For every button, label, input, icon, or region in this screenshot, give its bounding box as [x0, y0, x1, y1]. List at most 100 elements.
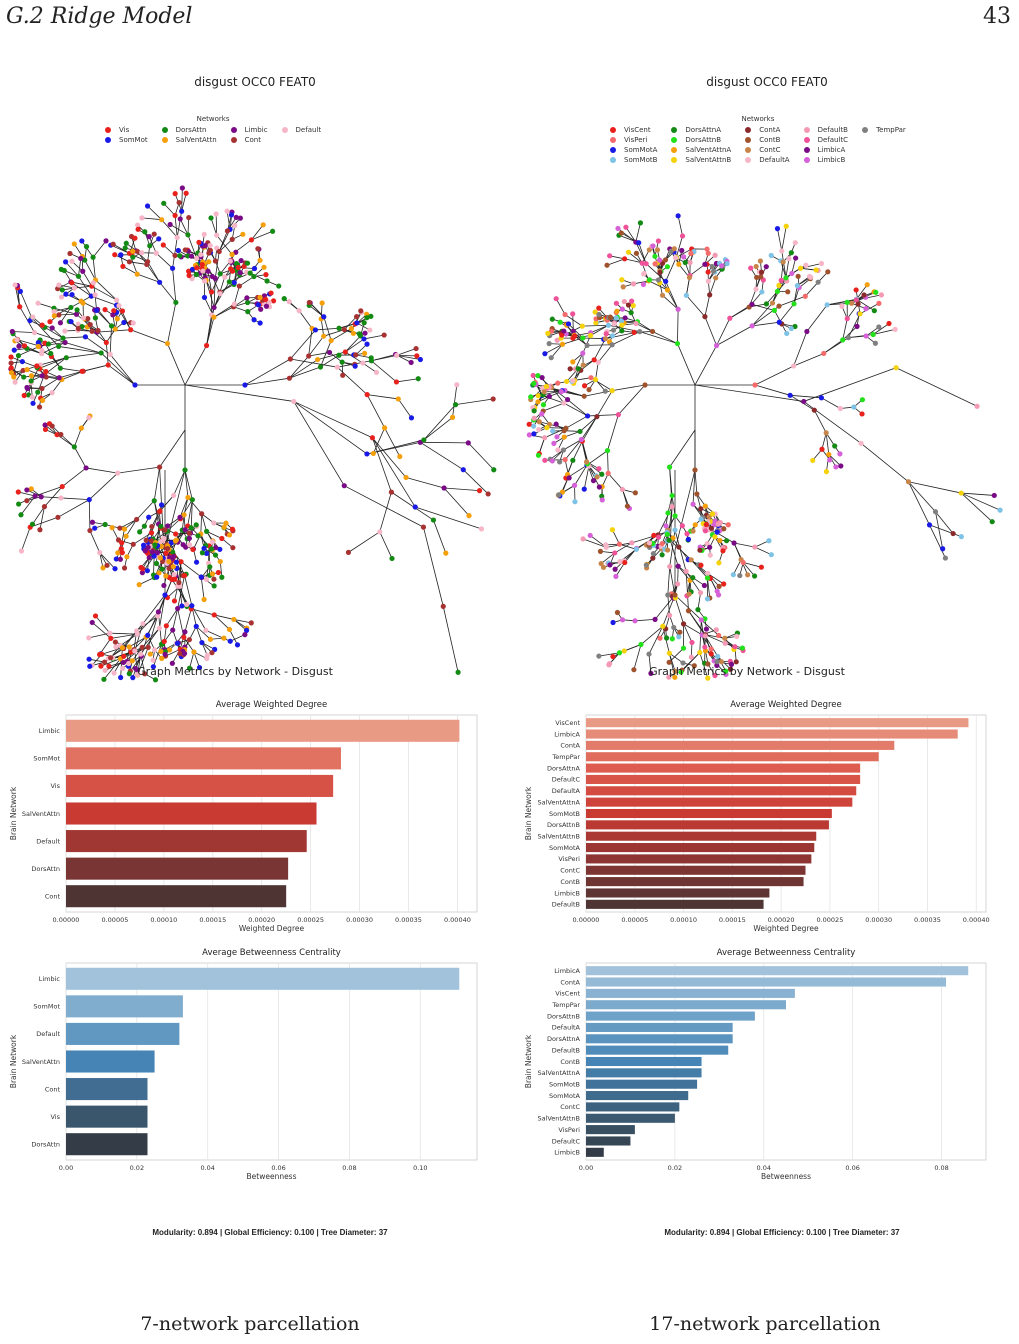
legend-dot-icon [803, 147, 810, 153]
tree-edge [32, 506, 45, 525]
tree-node [578, 436, 585, 443]
tree-node [680, 621, 687, 627]
tree-node [581, 393, 587, 399]
legend-label: DefaultA [759, 156, 790, 164]
tree-node [716, 560, 722, 566]
tree-edge [586, 450, 608, 466]
tree-node [291, 398, 297, 405]
tree-node [837, 405, 843, 412]
tree-node [258, 306, 264, 312]
tree-node [190, 546, 196, 553]
bar [586, 729, 958, 739]
tree-node [553, 296, 559, 302]
tree-node [593, 320, 599, 326]
tree-node [237, 270, 243, 276]
tree-edge [251, 230, 273, 241]
tree-node [39, 373, 45, 379]
tree-edge [155, 252, 173, 269]
tree-node [92, 613, 99, 619]
tree-edge [73, 446, 87, 469]
tree-node [203, 576, 210, 582]
tree-edge [355, 354, 372, 359]
tree-edge [692, 469, 696, 505]
tree-node [49, 423, 55, 429]
tree-edge [184, 608, 192, 632]
tree-node [173, 559, 179, 565]
tree-edge [61, 370, 84, 380]
tree-node [152, 542, 158, 548]
y-tick-label: SalVentAttnB [537, 1115, 580, 1123]
tree-node [652, 616, 658, 623]
tree-node [137, 529, 143, 535]
tree-node [672, 527, 678, 533]
tree-node [633, 250, 640, 256]
tree-node [247, 270, 253, 276]
x-tick-label: 0.08 [934, 1164, 948, 1172]
tree-node [599, 471, 605, 477]
tree-edge [674, 594, 702, 621]
tree-node [82, 334, 89, 340]
tree-edge [233, 619, 252, 624]
tree-node [102, 307, 108, 313]
tree-node [179, 208, 185, 214]
tree-node [154, 574, 160, 580]
tree-node [672, 674, 678, 680]
tree-node [625, 302, 632, 308]
tree-edge [371, 354, 397, 362]
tree-node [702, 261, 708, 267]
tree-edge [44, 486, 63, 507]
tree-node [140, 542, 147, 548]
tree-node [559, 332, 565, 338]
tree-node [296, 308, 302, 314]
tree-node [208, 215, 214, 221]
tree-edge [141, 217, 162, 221]
tree-node [189, 266, 196, 272]
tree-node [182, 527, 188, 533]
tree-node [587, 332, 594, 339]
bar [586, 740, 895, 750]
tree-node [561, 428, 567, 434]
tree-node [114, 316, 120, 322]
tree-node [177, 253, 183, 259]
tree-node [312, 327, 319, 333]
tree-node [78, 255, 84, 262]
tree-node [101, 659, 108, 665]
tree-node [341, 483, 347, 489]
bar [586, 988, 795, 998]
y-tick-label: DefaultB [552, 1046, 580, 1054]
x-tick-label: 0.00040 [444, 916, 471, 924]
tree-edge [846, 303, 859, 319]
tree-edge [41, 377, 60, 389]
tree-node [703, 626, 710, 632]
tree-node [727, 315, 733, 321]
x-tick-label: 0.06 [845, 1164, 859, 1172]
tree-node [706, 514, 712, 520]
tree-edge [366, 439, 424, 455]
tree-edge [59, 370, 83, 379]
tree-node [83, 244, 90, 250]
tree-edge [219, 561, 223, 578]
tree-node [853, 297, 859, 303]
tree-node [802, 293, 808, 299]
tree-edge [39, 357, 67, 369]
tree-node [135, 226, 141, 232]
tree-node [269, 228, 276, 234]
tree-edge [60, 367, 83, 372]
tree-node [692, 522, 698, 528]
tree-edge [57, 499, 90, 518]
tree-node [872, 340, 878, 346]
legend-dot-icon [610, 147, 616, 153]
legend-label: SomMotA [624, 146, 658, 154]
tree-node [838, 463, 844, 469]
tree-node [642, 382, 648, 388]
tree-node [260, 222, 266, 228]
tree-node [110, 241, 116, 247]
tree-edge [675, 235, 683, 258]
tree-node [997, 507, 1003, 513]
tree-node [158, 502, 165, 508]
tree-node [80, 268, 86, 274]
tree-edge [37, 302, 55, 309]
tree-node [92, 315, 99, 321]
y-tick-label: VisPeri [558, 855, 580, 863]
tree-node [95, 327, 101, 334]
